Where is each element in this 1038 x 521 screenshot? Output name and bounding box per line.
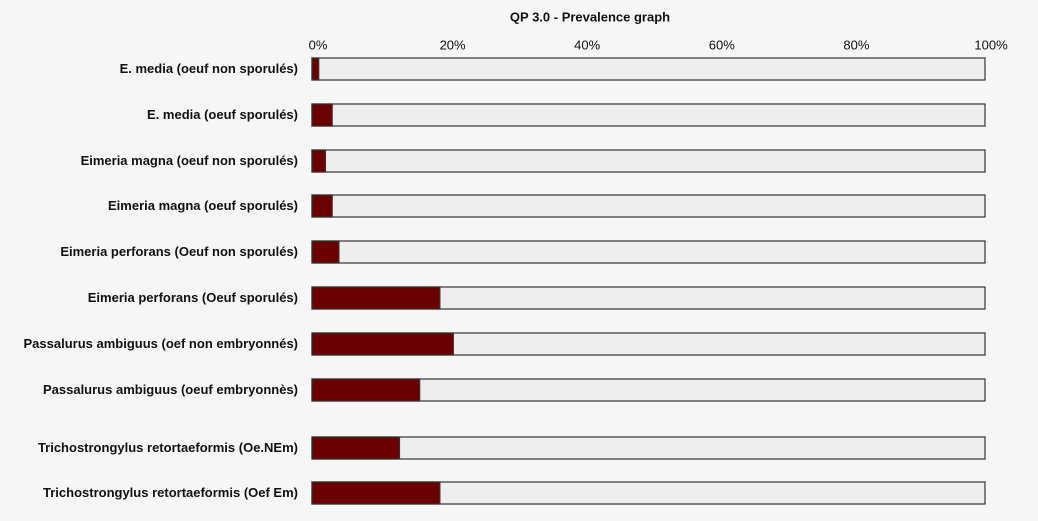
bar-track: [311, 194, 986, 218]
x-tick-label: 80%: [843, 37, 869, 52]
x-tick-label: 0%: [309, 37, 328, 52]
x-tick-label: 20%: [440, 37, 466, 52]
bar: [311, 286, 441, 310]
category-label: Eimeria magna (oeuf non sporulés): [80, 153, 298, 168]
bar: [311, 240, 340, 264]
bar: [311, 332, 454, 356]
chart-title: QP 3.0 - Prevalence graph: [510, 9, 670, 24]
bar: [311, 103, 333, 127]
category-label: E. media (oeuf sporulés): [147, 107, 298, 122]
bar: [311, 149, 327, 173]
x-tick-label: 40%: [574, 37, 600, 52]
bar-track: [311, 436, 986, 460]
category-label: Passalurus ambiguus (oef non embryonnés): [23, 336, 299, 351]
category-label: Trichostrongylus retortaeformis (Oef Em): [43, 485, 298, 500]
bar: [311, 57, 320, 81]
x-tick-label: 60%: [709, 37, 735, 52]
bar: [311, 436, 401, 460]
category-label: E. media (oeuf non sporulés): [119, 61, 298, 76]
bar: [311, 378, 421, 402]
category-label: Eimeria magna (oeuf sporulés): [108, 198, 298, 213]
category-label: Eimeria perforans (Oeuf sporulés): [87, 290, 298, 305]
bar-track: [311, 240, 986, 264]
bar-track: [311, 149, 986, 173]
category-label: Trichostrongylus retortaeformis (Oe.NEm): [37, 440, 298, 455]
bar-track: [311, 57, 986, 81]
category-label: Passalurus ambiguus (oeuf embryonnès): [42, 382, 298, 397]
bar-track: [311, 103, 986, 127]
category-label: Eimeria perforans (Oeuf non sporulés): [60, 244, 298, 259]
bar: [311, 194, 333, 218]
x-tick-label: 100%: [974, 37, 1008, 52]
bar: [311, 481, 441, 505]
